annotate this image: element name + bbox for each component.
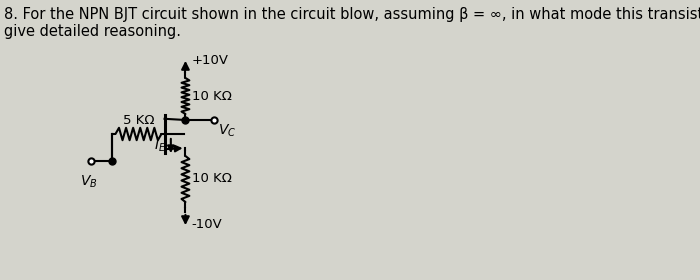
Text: $V_B$: $V_B$ xyxy=(80,174,97,190)
Text: 10 KΩ: 10 KΩ xyxy=(193,172,232,186)
Text: -10V: -10V xyxy=(192,218,223,230)
Text: 8. For the NPN BJT circuit shown in the circuit blow, assuming β = ∞, in what mo: 8. For the NPN BJT circuit shown in the … xyxy=(4,7,700,39)
Text: $V_C$: $V_C$ xyxy=(218,123,236,139)
Text: 5 KΩ: 5 KΩ xyxy=(122,114,154,127)
Text: 10 KΩ: 10 KΩ xyxy=(193,90,232,102)
Text: $I_E$: $I_E$ xyxy=(155,138,167,154)
Text: +10V: +10V xyxy=(192,53,229,67)
